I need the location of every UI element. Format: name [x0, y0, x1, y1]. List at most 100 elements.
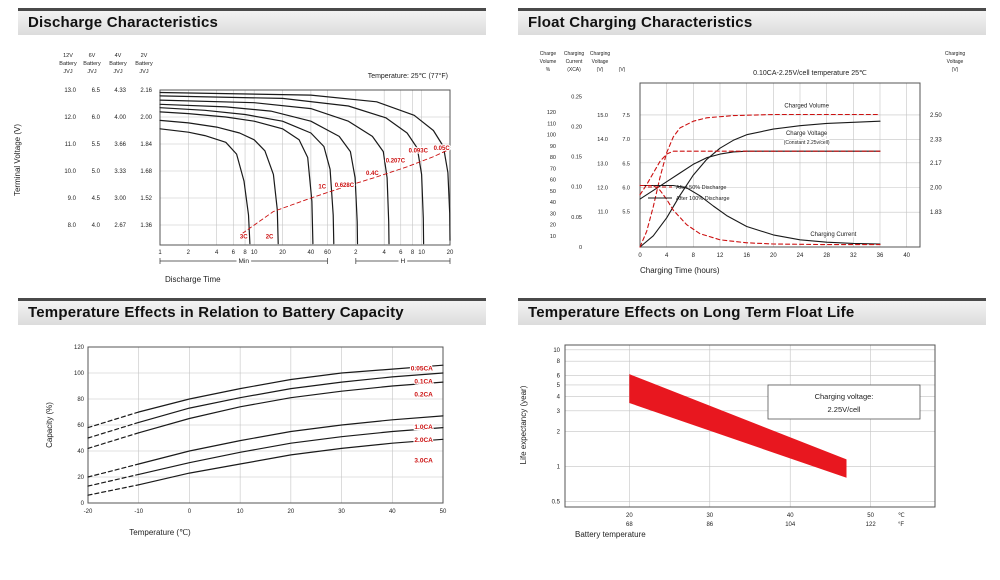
x-tick-label: 24 [797, 253, 804, 259]
y-tick-label: 6.0 [92, 115, 101, 121]
x-tick-label: 12 [717, 253, 724, 259]
y-axis-header: 6V [89, 53, 96, 59]
y-tick-label: 8 [557, 359, 561, 365]
capacity-curve-dashed [87, 411, 140, 429]
y-axis-header: JVJ [113, 69, 122, 75]
left-tick-label: 110 [547, 121, 556, 127]
y-tick-label: 11.0 [65, 142, 77, 148]
rate-guide-line [241, 148, 451, 234]
y-tick-label: 3.00 [114, 196, 126, 202]
x-tick-label: 4 [665, 253, 669, 259]
capacity-curve-dashed [87, 484, 140, 496]
x-tick-label: 16 [743, 253, 750, 259]
x-tick-label: 8 [411, 250, 415, 256]
panel-float-charging-characteristics: Float Charging Characteristics 0 4 8 12 16 20… [500, 0, 1000, 290]
left-tick-label: 14.0 [597, 137, 608, 143]
capacity-curve [138, 415, 444, 465]
right-axis-header: Voltage [947, 59, 964, 65]
x-tick-label: 20 [770, 253, 777, 259]
left-tick-label: 60 [550, 178, 556, 184]
x-tick-label: 28 [823, 253, 830, 259]
x-tick-label: 20 [288, 509, 295, 515]
left-tick-label: 0.05 [571, 215, 582, 221]
annotation-line-1: Charging voltage: [815, 392, 874, 401]
x-tick-label-f: 68 [626, 522, 633, 528]
x-tick-label-c: 50 [867, 513, 874, 519]
y-tick-label: 5 [557, 383, 561, 389]
y-tick-label: 4 [557, 394, 561, 400]
y-axis-header: 2V [141, 53, 148, 59]
y-axis-header: Battery [109, 61, 127, 67]
capacity-curve-dashed [87, 463, 140, 478]
y-axis-label: Terminal Voltage (V) [13, 124, 22, 196]
x-tick-label: 36 [877, 253, 884, 259]
y-axis-header: 4V [115, 53, 122, 59]
x-tick-label-c: 40 [787, 513, 794, 519]
y-tick-label: 6 [557, 374, 561, 380]
y-tick-label: 2.16 [140, 88, 152, 94]
left-tick-label: 7.5 [622, 113, 630, 119]
panel-float-life: Temperature Effects on Long Term Float L… [500, 290, 1000, 580]
left-tick-label: 11.0 [598, 210, 608, 216]
y-tick-label: 4.5 [92, 196, 101, 202]
x-tick-label: 0 [188, 509, 192, 515]
curve-label: Charged Volume [784, 104, 829, 110]
x-tick-label: 8 [692, 253, 696, 259]
curve-label: 0.207C [386, 159, 406, 165]
panel-title: Temperature Effects on Long Term Float L… [528, 304, 855, 321]
temperature-annotation: Temperature: 25℃ (77°F) [368, 72, 448, 80]
left-axis-header: (V) [597, 67, 604, 73]
x-tick-label: 6 [232, 250, 236, 256]
chart-annotation: 0.10CA-2.25V/cell temperature 25℃ [753, 70, 867, 77]
x-axis-label: Temperature (℃) [129, 528, 191, 537]
capacity-curve-dashed [87, 421, 140, 439]
curve-label: 2C [266, 235, 274, 241]
left-axis-header: Charge [540, 51, 557, 57]
y-tick-label: 2.67 [114, 223, 126, 229]
left-axis-header: (V) [619, 67, 626, 73]
left-axis-header: (XCA) [567, 67, 581, 73]
discharge-curve [159, 91, 451, 241]
x-axis-label: Charging Time (hours) [640, 266, 720, 275]
capacity-curve [138, 426, 444, 475]
x-tick-label: -20 [84, 509, 93, 515]
x-tick-label: 8 [243, 250, 247, 256]
x-tick-label: 4 [382, 250, 386, 256]
y-tick-label: 1.84 [140, 142, 152, 148]
y-tick-label: 3.33 [114, 169, 126, 175]
plot-frame [639, 82, 921, 248]
y-tick-label: 120 [74, 345, 85, 351]
left-tick-label: 0.25 [571, 94, 582, 100]
annotation-box [767, 384, 921, 420]
x-tick-label-f: 104 [785, 522, 796, 528]
y-tick-label: 12.0 [64, 115, 76, 121]
charging-curve [639, 150, 881, 200]
y-tick-label: 3.66 [114, 142, 126, 148]
y-tick-label: 80 [77, 397, 84, 403]
left-tick-label: 100 [547, 133, 556, 139]
right-tick-label: 2.00 [930, 185, 942, 191]
annotation-line-2: 2.25V/cell [828, 405, 861, 414]
x-unit-fahrenheit: °F [898, 522, 904, 528]
panel-title-bar: Temperature Effects on Long Term Float L… [518, 298, 986, 325]
x-tick-label: 30 [338, 509, 345, 515]
x-tick-label: 2 [354, 250, 358, 256]
charging-curve [639, 184, 881, 246]
curve-label: 0.093C [409, 148, 429, 154]
panel-title-bar: Float Charging Characteristics [518, 8, 986, 35]
panel-title: Discharge Characteristics [28, 14, 219, 31]
x-tick-label: 32 [850, 253, 857, 259]
charging-curve [639, 113, 881, 248]
x-tick-label: 10 [237, 509, 244, 515]
curve-label: 0.2CA [414, 391, 433, 398]
left-tick-label: 50 [550, 189, 556, 195]
unit-label: H [401, 258, 406, 265]
float-life-chart: 2068308640104501221086543210.5℃°FChargin… [519, 344, 936, 539]
legend-label: After 100% Discharge [676, 196, 730, 202]
x-tick-label: 10 [418, 250, 425, 256]
curve-label: 0.05CA [411, 365, 433, 372]
x-tick-label: 1 [158, 250, 162, 256]
left-axis-header: Volume [540, 59, 557, 65]
unit-label: Min [238, 258, 249, 265]
y-axis-header: 12V [63, 53, 73, 59]
